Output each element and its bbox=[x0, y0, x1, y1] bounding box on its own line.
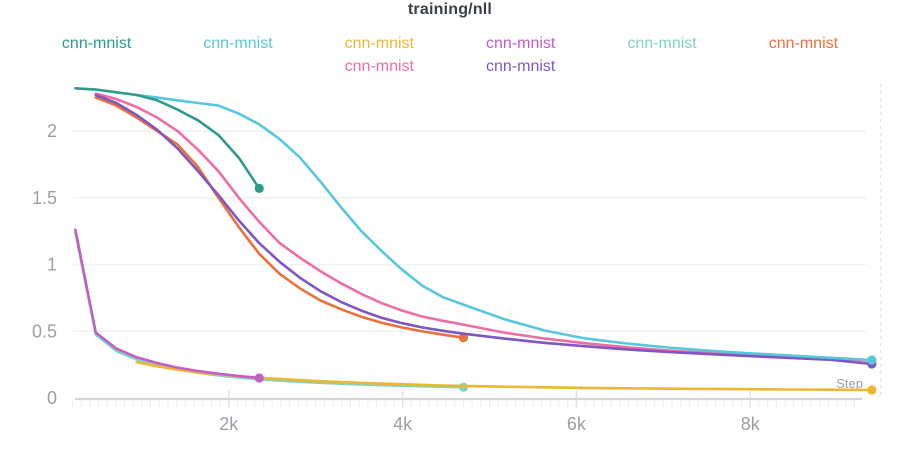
x-tick-label: 4k bbox=[393, 414, 413, 434]
y-tick-label: 1.5 bbox=[32, 188, 57, 208]
legend-item[interactable]: cnn-mnist bbox=[61, 35, 132, 52]
series-line bbox=[94, 96, 465, 340]
series-end-dot bbox=[867, 385, 877, 395]
legend-item[interactable]: cnn-mnist bbox=[768, 35, 839, 52]
x-tick-label: 2k bbox=[219, 414, 239, 434]
series-line bbox=[74, 231, 465, 389]
series-line bbox=[135, 93, 874, 362]
legend-item[interactable]: cnn-mnist bbox=[344, 35, 414, 52]
y-tick-label: 0 bbox=[47, 388, 57, 408]
y-tick-label: 1 bbox=[47, 255, 57, 275]
y-tick-label: 0.5 bbox=[32, 321, 57, 341]
legend-item[interactable]: cnn-mnist bbox=[203, 35, 273, 52]
legend-item[interactable]: cnn-mnist bbox=[486, 58, 556, 75]
legend-item[interactable]: cnn-mnist bbox=[344, 58, 414, 75]
series-line bbox=[74, 87, 261, 190]
chart-legend: cnn-mnist cnn-mnist cnn-mnist cnn-mnist cnn-… bbox=[0, 36, 900, 75]
y-tick-label: 2 bbox=[47, 121, 57, 141]
legend-item[interactable]: cnn-mnist bbox=[486, 35, 556, 52]
x-tick-label: 6k bbox=[567, 414, 587, 434]
series-end-dot bbox=[254, 183, 264, 194]
series-line bbox=[94, 92, 874, 362]
series-line bbox=[94, 93, 874, 366]
series-end-dot bbox=[254, 373, 264, 383]
legend-item[interactable]: cnn-mnist bbox=[627, 35, 697, 52]
series-end-dot bbox=[867, 355, 877, 365]
x-axis-title: Step bbox=[836, 376, 863, 391]
series-end-dot bbox=[458, 333, 469, 343]
page-title: training/nll bbox=[407, 1, 493, 18]
series-line bbox=[74, 228, 261, 380]
x-tick-label: 8k bbox=[741, 414, 761, 434]
